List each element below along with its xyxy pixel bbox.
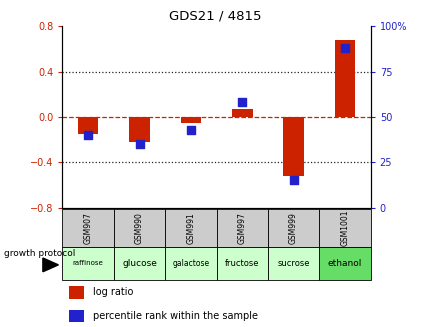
Point xyxy=(289,178,296,183)
Bar xyxy=(165,247,216,280)
Text: GSM991: GSM991 xyxy=(186,212,195,244)
Point xyxy=(341,45,347,51)
Text: GSM999: GSM999 xyxy=(289,212,298,244)
Point xyxy=(136,142,143,147)
Text: fructose: fructose xyxy=(224,259,259,268)
Bar xyxy=(129,117,150,142)
Bar xyxy=(216,247,267,280)
Bar xyxy=(319,209,370,247)
Point xyxy=(85,132,92,138)
Text: galactose: galactose xyxy=(172,259,209,268)
Bar xyxy=(62,209,114,247)
Point xyxy=(238,100,245,105)
Bar xyxy=(114,209,165,247)
Text: GSM997: GSM997 xyxy=(237,212,246,244)
Text: glucose: glucose xyxy=(122,259,157,268)
Text: raffinose: raffinose xyxy=(73,260,103,266)
Bar xyxy=(231,109,252,117)
Bar xyxy=(267,247,319,280)
Bar xyxy=(68,286,84,299)
Text: GSM990: GSM990 xyxy=(135,212,144,244)
Text: log ratio: log ratio xyxy=(93,287,133,297)
Bar xyxy=(68,310,84,322)
Text: GSM907: GSM907 xyxy=(83,212,92,244)
Point xyxy=(187,127,194,132)
Text: growth protocol: growth protocol xyxy=(4,249,76,258)
Bar xyxy=(180,117,201,123)
Text: GDS21 / 4815: GDS21 / 4815 xyxy=(169,10,261,23)
Bar xyxy=(114,247,165,280)
Bar xyxy=(216,209,267,247)
Text: percentile rank within the sample: percentile rank within the sample xyxy=(93,311,258,321)
Bar xyxy=(283,117,303,176)
Bar xyxy=(319,247,370,280)
Polygon shape xyxy=(43,258,58,272)
Bar xyxy=(62,247,114,280)
Text: GSM1001: GSM1001 xyxy=(340,210,349,246)
Text: sucrose: sucrose xyxy=(277,259,309,268)
Bar xyxy=(334,40,354,117)
Bar xyxy=(78,117,98,134)
Bar xyxy=(267,209,319,247)
Bar xyxy=(165,209,216,247)
Text: ethanol: ethanol xyxy=(327,259,361,268)
